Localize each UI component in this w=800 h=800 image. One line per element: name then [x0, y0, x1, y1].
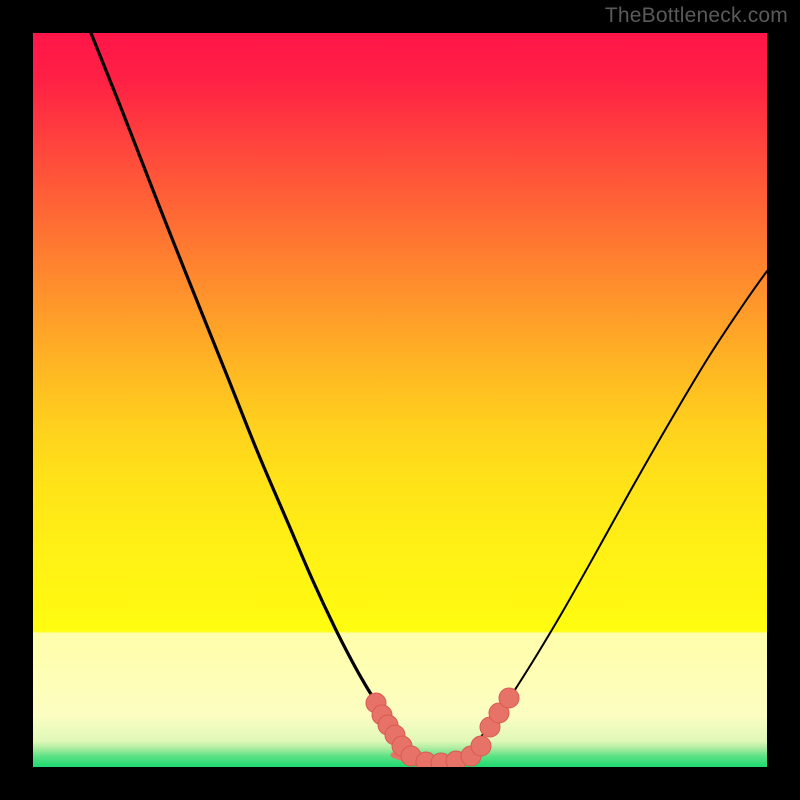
curve-right [479, 271, 767, 739]
chart-svg-layer [33, 33, 767, 767]
marker-group [366, 688, 519, 767]
watermark-text: TheBottleneck.com [605, 4, 788, 28]
marker-point [471, 736, 491, 756]
chart-plot-area [33, 33, 767, 767]
marker-point [499, 688, 519, 708]
curve-left [91, 33, 406, 743]
